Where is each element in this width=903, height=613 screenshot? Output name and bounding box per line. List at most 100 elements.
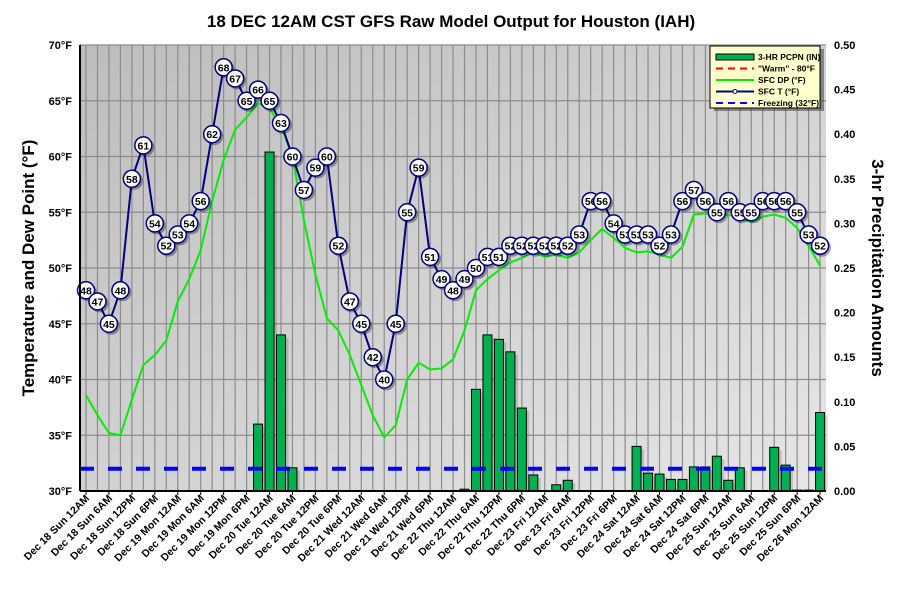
temperature-label: 55 <box>711 207 723 219</box>
right-axis-ticks: 0.00 0.05 0.10 0.15 0.20 0.25 0.30 0.35 0.40 0.45… <box>834 40 855 498</box>
temperature-marker <box>329 236 348 255</box>
temperature-label: 54 <box>149 218 161 230</box>
temperature-label: 55 <box>791 207 803 219</box>
y-axis-title: Temperature and Dew Point (°F) <box>19 140 38 397</box>
temperature-label: 56 <box>722 196 734 208</box>
chart-title: 18 DEC 12AM CST GFS Raw Model Output for… <box>207 12 695 31</box>
y-tick-label: 60°F <box>49 152 73 164</box>
y-tick-label: 30°F <box>49 486 73 498</box>
temperature-label: 54 <box>183 218 195 230</box>
precip-bar <box>528 474 539 492</box>
temperature-label: 52 <box>539 241 551 253</box>
temperature-marker <box>420 247 440 267</box>
precip-bar <box>287 467 298 492</box>
temperature-label: 42 <box>367 352 379 364</box>
temperature-label: 63 <box>275 118 287 130</box>
legend-label: 3-HR PCPN (IN) <box>758 52 821 62</box>
y2-tick-label: 0.15 <box>834 352 855 364</box>
temperature-label: 52 <box>516 241 528 253</box>
legend-label: SFC T (°F) <box>758 87 799 97</box>
temperature-marker <box>88 292 107 311</box>
temperature-label: 55 <box>401 207 413 219</box>
temperature-marker <box>99 314 119 333</box>
temperature-marker <box>455 269 474 289</box>
temperature-label: 61 <box>138 140 150 152</box>
temperature-marker <box>592 191 612 211</box>
y-tick-label: 45°F <box>49 319 73 331</box>
y2-tick-label: 0.20 <box>834 308 855 320</box>
temperature-label: 53 <box>172 230 184 242</box>
precip-bar <box>516 407 527 492</box>
temperature-label: 56 <box>780 196 792 208</box>
temperature-label: 40 <box>378 375 390 387</box>
temperature-label: 52 <box>160 241 172 253</box>
temperature-marker <box>294 180 314 200</box>
temperature-label: 56 <box>677 196 689 208</box>
temperature-label: 58 <box>126 174 138 186</box>
temperature-label: 50 <box>470 263 482 275</box>
temperature-marker <box>810 236 830 255</box>
left-axis-ticks: 30°F 35°F 40°F 45°F 50°F 55°F 60°F 65°F 70°F <box>49 40 73 498</box>
y-tick-label: 35°F <box>49 430 73 442</box>
temperature-marker <box>673 191 692 211</box>
temperature-label: 55 <box>734 207 746 219</box>
temperature-marker <box>145 214 165 233</box>
temperature-label: 57 <box>688 185 700 197</box>
y2-tick-label: 0.00 <box>834 486 855 498</box>
temperature-label: 52 <box>654 241 666 253</box>
y2-tick-label: 0.45 <box>834 85 855 97</box>
temperature-marker <box>799 225 818 244</box>
temperature-label: 68 <box>218 62 230 74</box>
temperature-label: 59 <box>310 163 322 175</box>
y-tick-label: 65°F <box>49 96 73 108</box>
temperature-marker <box>202 124 222 144</box>
temperature-label: 51 <box>424 252 436 264</box>
temperature-marker <box>122 169 142 189</box>
precip-bar <box>654 473 665 492</box>
temperature-label: 48 <box>115 285 127 297</box>
temperature-marker <box>134 136 153 155</box>
temperature-label: 53 <box>619 230 631 242</box>
temperature-label: 47 <box>92 296 104 308</box>
temperature-label: 52 <box>562 241 574 253</box>
temperature-label: 45 <box>390 319 402 331</box>
temperature-marker <box>214 58 233 77</box>
temperature-label: 65 <box>241 96 253 108</box>
temperature-label: 49 <box>459 274 471 286</box>
temperature-label: 52 <box>505 241 517 253</box>
y2-axis-title: 3-hr Precipitation Amounts <box>868 159 887 377</box>
temperature-marker <box>466 258 486 278</box>
temperature-marker <box>787 203 807 222</box>
temperature-label: 52 <box>814 241 826 253</box>
legend-marker-temp <box>732 89 738 94</box>
temperature-label: 56 <box>768 196 780 208</box>
temperature-marker <box>179 214 199 233</box>
temperature-label: 53 <box>803 230 815 242</box>
temperature-label: 51 <box>493 252 505 264</box>
temperature-label: 56 <box>757 196 769 208</box>
temperature-label: 62 <box>206 129 218 141</box>
temperature-marker <box>363 347 382 367</box>
temperature-label: 55 <box>745 207 757 219</box>
temperature-label: 53 <box>642 230 654 242</box>
temperature-label: 53 <box>665 230 677 242</box>
temperature-marker <box>684 180 704 200</box>
temperature-marker <box>157 236 176 255</box>
temperature-marker <box>409 158 428 177</box>
temperature-marker <box>386 314 405 333</box>
temperature-marker <box>604 214 623 233</box>
temperature-marker <box>225 69 245 88</box>
y2-tick-label: 0.25 <box>834 263 855 275</box>
temperature-label: 48 <box>80 285 92 297</box>
temperature-label: 60 <box>287 152 299 164</box>
legend-label: Freezing (32°F) <box>758 98 819 108</box>
temperature-label: 59 <box>413 163 425 175</box>
temperature-label: 48 <box>447 285 459 297</box>
temperature-label: 57 <box>298 185 310 197</box>
precip-bar <box>665 478 676 492</box>
precip-bar <box>470 388 481 492</box>
precip-bar <box>264 151 275 492</box>
